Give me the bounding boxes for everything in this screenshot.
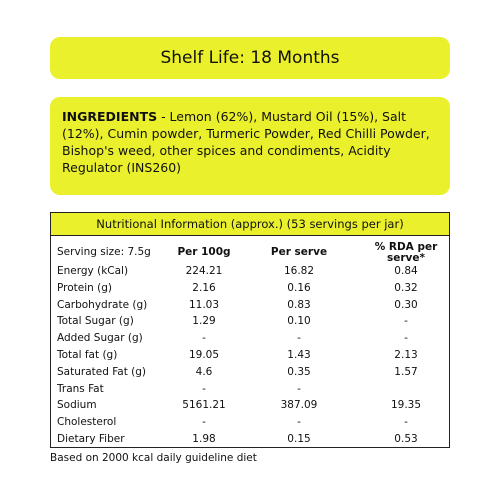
cell-value: 1.43 — [287, 349, 311, 361]
cell-value: - — [202, 382, 206, 395]
cell-value: 19.05 — [188, 349, 220, 361]
cell-value: - — [202, 332, 206, 345]
cell-value: 2.13 — [394, 349, 418, 361]
ingredients-label: INGREDIENTS — [62, 109, 158, 124]
cell-value: 0.32 — [394, 281, 418, 294]
cell-value: 5161.21 — [182, 399, 226, 412]
cell-value: 1.29 — [192, 315, 216, 328]
cell-value: 1.57 — [394, 365, 418, 378]
row-label: Total Sugar (g) — [57, 315, 134, 328]
cell-value: 0.30 — [394, 298, 418, 311]
column-header: % RDA per serve* — [374, 241, 438, 264]
cell-value: 1.98 — [192, 433, 216, 445]
cell-value: 0.15 — [287, 433, 311, 445]
cell-value: - — [297, 382, 301, 395]
ingredients-box: INGREDIENTS - Lemon (62%), Mustard Oil (… — [50, 97, 450, 195]
row-label: Sodium — [57, 399, 97, 412]
cell-value: 0.16 — [287, 281, 311, 294]
table-title: Nutritional Information (approx.) (53 se… — [51, 213, 449, 236]
column-header: Per serve — [270, 246, 328, 258]
row-label: Saturated Fat (g) — [57, 365, 147, 378]
cell-value: 0.84 — [394, 265, 418, 277]
cell-value: 0.35 — [287, 365, 311, 378]
column-header: Per 100g — [177, 246, 231, 258]
cell-value: 19.35 — [390, 399, 422, 412]
row-label: Dietary Fiber — [57, 433, 125, 445]
row-label: Added Sugar (g) — [57, 332, 143, 345]
cell-value: 11.03 — [188, 298, 220, 311]
ingredients-text: - Lemon (62%), Mustard Oil (15%), Salt (… — [62, 109, 430, 175]
cell-value: - — [404, 315, 408, 328]
cell-value: 0.83 — [287, 298, 311, 311]
cell-value: 224.21 — [185, 265, 223, 277]
cell-value: 16.82 — [283, 265, 315, 277]
shelf-life: Shelf Life: 18 Months — [50, 37, 450, 79]
cell-value: 0.10 — [287, 315, 311, 328]
cell-value: - — [404, 416, 408, 429]
cell-value: - — [404, 332, 408, 345]
cell-value: 4.6 — [195, 365, 213, 378]
cell-value: - — [202, 416, 206, 429]
row-label: Protein (g) — [57, 281, 113, 294]
row-label: Trans Fat — [57, 382, 104, 395]
cell-value: 0.53 — [394, 433, 418, 445]
row-label: Total fat (g) — [57, 349, 118, 361]
cell-value: - — [297, 332, 301, 345]
cell-value: - — [297, 416, 301, 429]
nutrition-table: Nutritional Information (approx.) (53 se… — [50, 212, 450, 448]
row-label: Carbohydrate (g) — [57, 298, 148, 311]
row-label: Cholesterol — [57, 416, 117, 429]
row-label: Energy (kCal) — [57, 265, 129, 277]
column-header: Serving size: 7.5g — [57, 246, 151, 258]
cell-value: 387.09 — [280, 399, 318, 412]
footnote: Based on 2000 kcal daily guideline diet — [50, 452, 257, 464]
cell-value: 2.16 — [192, 281, 216, 294]
